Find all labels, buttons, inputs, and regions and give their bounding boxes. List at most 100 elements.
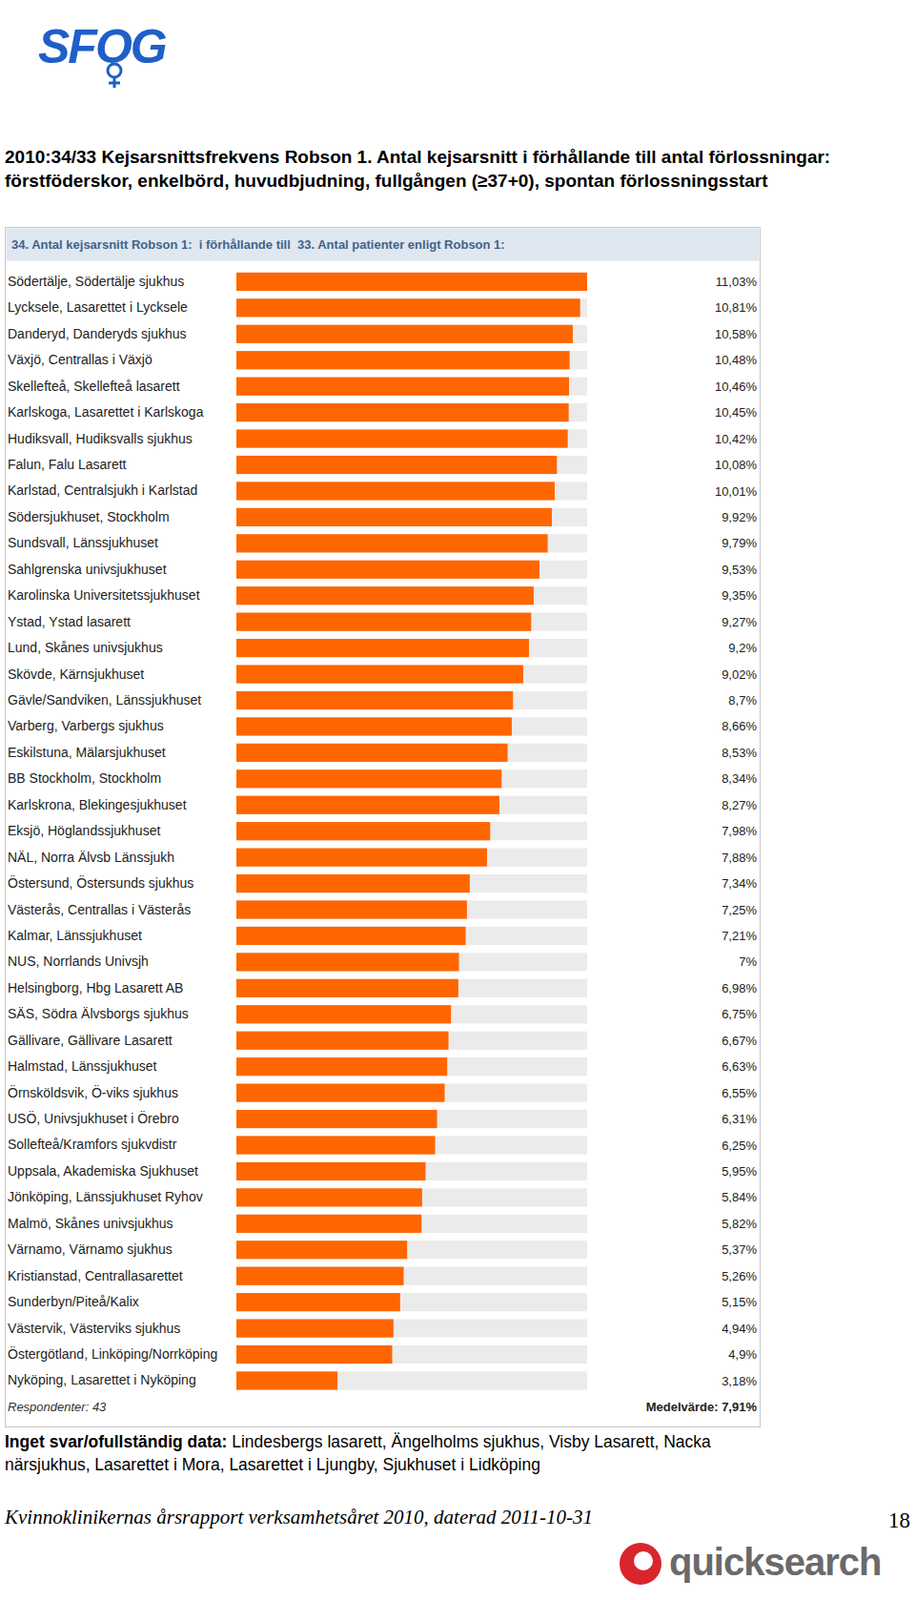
category-tick: Danderyd, Danderyds sjukhus — [7, 325, 187, 342]
bar — [236, 1057, 448, 1076]
category-tick: Kalmar, Länssjukhuset — [7, 927, 143, 943]
chart-frame — [5, 227, 761, 1427]
category-tick: Örnsköldsvik, Ö-viks sjukhus — [7, 1083, 179, 1100]
bar-track — [236, 899, 588, 918]
category-label: Sollefteå/Kramfors sjukvdistr — [7, 1136, 178, 1152]
bar-track — [236, 1083, 588, 1102]
bar-track — [236, 1004, 588, 1023]
category-tick: Uppsala, Akademiska Sjukhuset — [7, 1162, 199, 1179]
category-tick: Västervik, Västerviks sjukhus — [7, 1320, 181, 1336]
bar — [236, 1135, 436, 1154]
bar — [236, 325, 573, 344]
category-tick: Hudiksvall, Hudiksvalls sjukhus — [7, 430, 193, 447]
bar-track — [236, 691, 588, 710]
category-tick: NUS, Norrlands Univsjh — [7, 953, 149, 969]
bar-track — [236, 716, 588, 735]
brand-icon — [619, 1542, 662, 1585]
data-label: 5,26% — [721, 1268, 757, 1283]
bars — [236, 272, 588, 1390]
data-label: 7,98% — [721, 823, 757, 838]
category-tick: Karlskoga, Lasarettet i Karlskoga — [7, 404, 204, 420]
category-label: Gävle/Sandviken, Länssjukhuset — [7, 691, 202, 708]
category-tick: Östersund, Östersunds sjukhus — [7, 874, 194, 891]
bar-track — [236, 1135, 588, 1154]
category-tick: NÄL, Norra Älvsb Länssjukh — [7, 849, 175, 865]
category-label: Karlskoga, Lasarettet i Karlskoga — [7, 404, 204, 420]
data-label: 7,88% — [721, 850, 757, 865]
bar-track — [236, 795, 588, 814]
bar — [236, 298, 581, 317]
category-label: NÄL, Norra Älvsb Länssjukh — [7, 849, 175, 865]
category-label: Värnamo, Värnamo sjukhus — [7, 1240, 173, 1257]
category-tick: Sahlgrenska univsjukhuset — [7, 561, 167, 577]
category-tick: Lycksele, Lasarettet i Lycksele — [7, 299, 188, 315]
chart-title: 34. Antal kejsarsnitt Robson 1: i förhål… — [11, 237, 506, 252]
data-label: 7% — [738, 954, 757, 969]
data-label: 7,34% — [721, 875, 757, 891]
category-label: Södersjukhuset, Stockholm — [7, 508, 170, 525]
brand-text: quicksearch — [669, 1540, 881, 1583]
data-labels: 11,03%10,81%10,58%10,48%10,46%10,45%10,4… — [714, 274, 758, 1388]
bar — [236, 1083, 446, 1102]
category-label: Örnsköldsvik, Ö-viks sjukhus — [7, 1083, 179, 1100]
bar-track — [236, 743, 588, 762]
data-label: 5,95% — [721, 1163, 757, 1179]
category-label: Kalmar, Länssjukhuset — [7, 927, 143, 943]
category-tick: Karlstad, Centralsjukh i Karlstad — [7, 482, 198, 498]
bar-tracks — [236, 272, 588, 1390]
category-label: Eksjö, Höglandssjukhuset — [7, 822, 161, 838]
bar-track — [236, 586, 588, 605]
category-tick: Karolinska Universitetssjukhuset — [7, 587, 201, 603]
category-tick: Ystad, Ystad lasarett — [7, 613, 131, 630]
category-label: Västervik, Västerviks sjukhus — [7, 1320, 181, 1336]
category-label: Sahlgrenska univsjukhuset — [7, 561, 167, 577]
logo-symbol — [107, 63, 122, 78]
data-label: 5,37% — [721, 1241, 757, 1257]
category-label: Karolinska Universitetssjukhuset — [7, 587, 201, 603]
category-tick: Lund, Skånes univsjukhus — [7, 639, 163, 655]
data-label: 10,45% — [714, 405, 758, 420]
category-label: BB Stockholm, Stockholm — [7, 770, 162, 786]
logo: SFOG — [38, 20, 167, 88]
data-label: 8,7% — [728, 692, 757, 708]
bar — [236, 1031, 449, 1050]
bar — [236, 691, 513, 710]
bar-track — [236, 664, 588, 683]
bar-track — [236, 978, 588, 997]
data-label: 6,55% — [721, 1085, 757, 1100]
bar-track — [236, 769, 588, 788]
data-label: 6,25% — [721, 1138, 757, 1153]
category-label: Lycksele, Lasarettet i Lycksele — [7, 299, 188, 315]
category-label: Halmstad, Länssjukhuset — [7, 1057, 158, 1074]
category-label: SÄS, Södra Älvsborgs sjukhus — [7, 1005, 189, 1021]
bar-track — [236, 377, 588, 396]
page-canvas: SFOG 34. Antal kejsarsnitt Robson 1: i fö… — [0, 0, 915, 1600]
data-label: 8,27% — [721, 797, 757, 813]
category-label: Eskilstuna, Mälarsjukhuset — [7, 744, 166, 760]
data-label: 10,81% — [714, 300, 758, 315]
data-label: 4,9% — [728, 1346, 757, 1362]
category-tick: USÖ, Univsjukhuset i Örebro — [7, 1109, 180, 1126]
data-label: 9,02% — [721, 667, 757, 682]
page-number: 18 — [888, 1507, 911, 1532]
bar-track — [236, 1187, 588, 1206]
bar-track — [236, 533, 588, 552]
data-label: 10,58% — [714, 326, 758, 342]
bar — [236, 377, 570, 396]
bar-track — [236, 1240, 588, 1259]
bar — [236, 1109, 438, 1128]
bar — [236, 508, 552, 527]
bar — [236, 848, 488, 867]
no-data-note: Inget svar/ofullständig data: Lindesberg… — [4, 1429, 768, 1476]
data-label: 7,21% — [721, 928, 757, 943]
data-label: 11,03% — [715, 274, 758, 289]
data-label: 9,2% — [728, 640, 757, 655]
category-label: Helsingborg, Hbg Lasarett AB — [7, 979, 183, 996]
spacer — [226, 1431, 232, 1451]
bar-track — [236, 272, 588, 291]
bar — [236, 874, 470, 893]
bar-track — [236, 1318, 588, 1337]
data-label: 6,75% — [721, 1006, 757, 1021]
category-label: Östersund, Östersunds sjukhus — [7, 874, 194, 891]
bar-track — [236, 1292, 588, 1311]
